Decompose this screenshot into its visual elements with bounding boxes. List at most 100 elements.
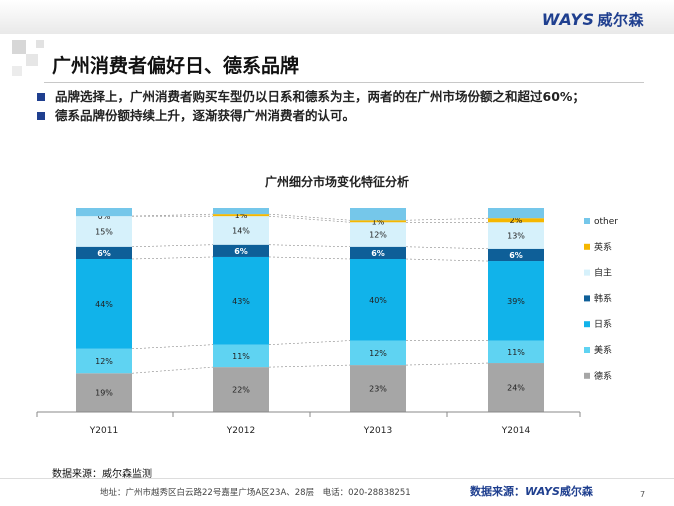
bar-segment-6 [213, 208, 269, 215]
data-label: 13% [507, 232, 525, 241]
page-title: 广州消费者偏好日、德系品牌 [52, 55, 300, 77]
x-tick-label: Y2011 [89, 426, 118, 436]
series-connector-line [268, 215, 351, 223]
data-label: 11% [232, 352, 250, 361]
bar-segment-4 [350, 222, 406, 247]
title-divider [44, 82, 644, 83]
series-connector-line [405, 217, 489, 221]
data-label: 6% [509, 251, 523, 260]
bar-segment-0 [213, 367, 269, 412]
data-label: 11% [507, 348, 525, 357]
footer-logo-cn: 威尔森 [559, 485, 593, 498]
deco-square [36, 40, 44, 48]
footer-logo-prefix: 数据来源： [470, 485, 525, 498]
legend-swatch [584, 372, 590, 379]
legend-label: 德系 [594, 370, 612, 382]
footer-logo: 数据来源：WAYS威尔森 [470, 483, 593, 499]
bar-segment-3 [488, 248, 544, 262]
data-label: 12% [369, 349, 387, 358]
legend-swatch [584, 295, 590, 302]
bullet-square-icon [37, 112, 45, 120]
bar-segment-1 [76, 348, 132, 374]
bar-segment-6 [488, 208, 544, 219]
bar-segment-2 [488, 261, 544, 341]
logo-en: WAYS [541, 10, 595, 29]
top-band [0, 0, 674, 34]
data-label: 44% [95, 300, 113, 309]
bar-segment-2 [76, 259, 132, 349]
data-source: 数据来源：威尔森监测 [52, 469, 152, 480]
bar-segment-4 [488, 222, 544, 249]
legend-label: 韩系 [594, 292, 612, 304]
series-connector-line [131, 213, 214, 217]
legend-swatch [584, 218, 590, 224]
page-number: 7 [640, 490, 646, 499]
data-label: 19% [95, 389, 113, 398]
bullet-list: 品牌选择上，广州消费者购买车型仍以日系和德系为主，两者的在广州市场份额之和超过6… [37, 88, 647, 126]
series-connector-line [131, 344, 214, 350]
footer-logo-en: WAYS [525, 485, 560, 498]
bar-segment-6 [76, 208, 132, 217]
legend-swatch [584, 269, 590, 276]
data-label: 2% [510, 216, 523, 225]
bar-segment-2 [350, 259, 406, 341]
bar-segment-1 [213, 344, 269, 368]
bullet-item: 德系品牌份额持续上升，逐渐获得广州消费者的认可。 [37, 107, 647, 125]
bullet-text: 品牌选择上，广州消费者购买车型仍以日系和德系为主，两者的在广州市场份额之和超过6… [55, 89, 585, 104]
bar-segment-1 [488, 340, 544, 364]
deco-square [12, 66, 22, 76]
series-connector-line [131, 244, 214, 248]
deco-square [12, 40, 26, 54]
data-label: 1% [372, 217, 385, 226]
data-label: 15% [95, 227, 113, 236]
data-label: 39% [507, 297, 525, 306]
deco-square [26, 54, 38, 66]
logo-cn: 威尔森 [597, 11, 644, 29]
data-label: 22% [232, 386, 250, 395]
legend-label: 日系 [594, 319, 612, 330]
footer-address: 地址：广州市越秀区白云路22号嘉星广场A区23A、28层 电话：020-2883… [100, 488, 411, 498]
legend-label: other [594, 217, 618, 227]
bar-segment-5 [350, 220, 406, 223]
data-label: 23% [369, 385, 387, 394]
bar-segment-2 [213, 256, 269, 345]
legend-label: 美系 [594, 344, 612, 356]
bar-segment-0 [76, 373, 132, 412]
bar-segment-6 [350, 208, 406, 221]
series-connector-line [268, 340, 351, 345]
data-label: 12% [95, 357, 113, 366]
bullet-square-icon [37, 93, 45, 101]
bar-segment-3 [350, 246, 406, 259]
data-label: 40% [369, 296, 387, 305]
series-connector-line [131, 366, 214, 374]
legend-label: 英系 [594, 241, 612, 253]
data-label: 0% [98, 212, 111, 221]
data-label: 1% [235, 211, 248, 220]
legend-swatch [584, 243, 590, 250]
bar-segment-5 [488, 218, 544, 223]
bar-segment-3 [76, 246, 132, 259]
bullet-item: 品牌选择上，广州消费者购买车型仍以日系和德系为主，两者的在广州市场份额之和超过6… [37, 88, 647, 106]
data-label: 43% [232, 297, 250, 306]
bar-segment-3 [213, 244, 269, 257]
series-connector-line [268, 364, 351, 368]
chart-title: 广州细分市场变化特征分析 [264, 175, 409, 189]
footer-divider [0, 478, 674, 479]
data-label: 14% [232, 226, 250, 235]
x-tick-label: Y2013 [363, 426, 392, 436]
bar-segment-4 [213, 216, 269, 245]
data-label: 6% [234, 247, 248, 256]
legend-swatch [584, 347, 590, 353]
x-tick-label: Y2014 [501, 426, 531, 436]
series-connector-line [268, 244, 351, 248]
data-label: 12% [369, 231, 387, 240]
series-connector-line [268, 256, 351, 260]
x-tick-label: Y2012 [226, 426, 255, 436]
series-connector-line [268, 213, 351, 221]
legend-label: 自主 [594, 267, 612, 279]
legend-swatch [584, 321, 590, 328]
bar-segment-0 [350, 365, 406, 412]
bar-segment-1 [350, 340, 406, 366]
series-connector-line [131, 256, 214, 260]
